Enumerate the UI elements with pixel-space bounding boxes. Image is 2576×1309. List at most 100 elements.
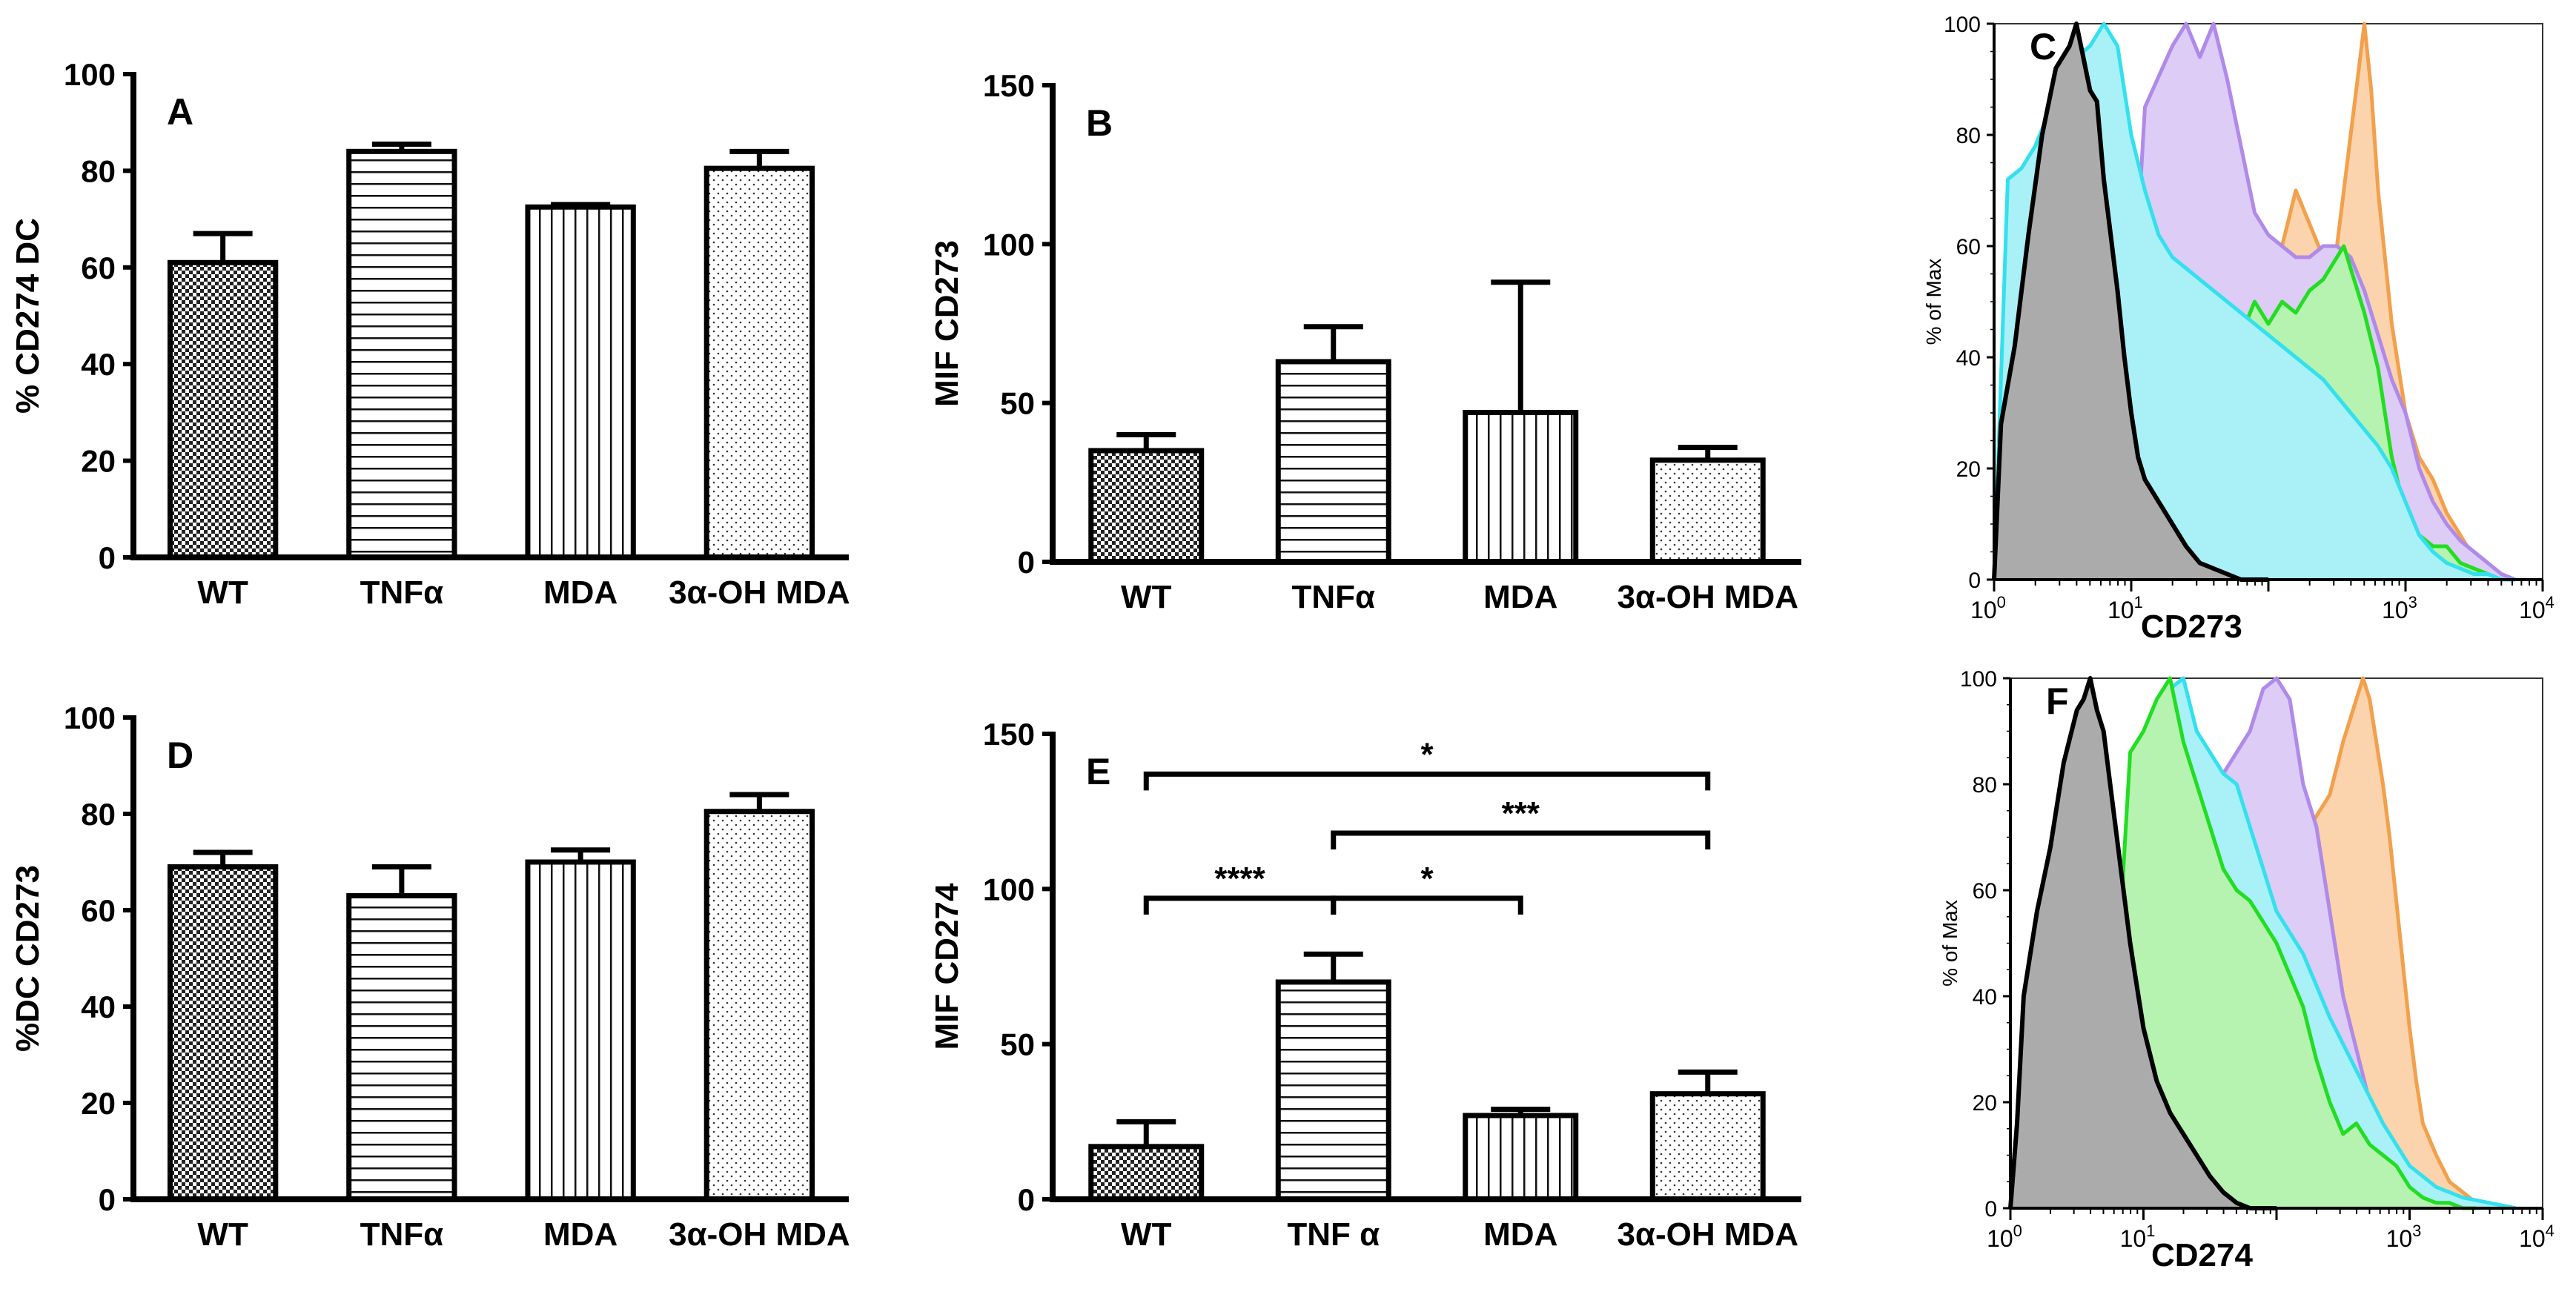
y-tick-label: 20 (81, 444, 116, 479)
significance-bracket (1143, 895, 1337, 915)
y-tick-label: 0 (99, 540, 116, 575)
x-tick-label: WT (1121, 579, 1172, 615)
x-tick-label: MDA (543, 574, 617, 611)
histogram-area (1994, 24, 2268, 580)
panel-label: B (1086, 102, 1113, 144)
bar (1275, 359, 1391, 565)
histogram-area (2010, 678, 2277, 1208)
bar (525, 204, 636, 560)
y-tick-label: 100 (64, 700, 116, 735)
x-tick-label: MDA (1483, 1216, 1557, 1253)
panel-f: 0 20 40 60 80 100 100 101 103 104 F CD274 % of Max (1938, 667, 2555, 1273)
bar (1649, 457, 1766, 565)
x-tick-label: MDA (543, 1216, 617, 1253)
bar (167, 259, 279, 560)
x-tick-label: 101 (2120, 1222, 2156, 1252)
significance-bracket (1143, 771, 1711, 791)
x-axis-label: CD273 (2141, 609, 2242, 645)
y-axis-label: MIF CD274 (929, 883, 965, 1050)
y-tick-label: 0 (1968, 569, 1981, 593)
significance-label: **** (1214, 861, 1265, 897)
bar (703, 809, 815, 1202)
y-tick-label: 100 (64, 57, 116, 92)
y-tick-label: 100 (1944, 13, 1981, 37)
y-tick-label: 40 (81, 347, 116, 382)
y-tick-label: 0 (1984, 1197, 1997, 1222)
y-tick-label: 80 (81, 153, 116, 188)
y-tick-label: 0 (1018, 545, 1035, 580)
y-tick-label: 40 (1973, 985, 1997, 1010)
y-axis-label: MIF CD273 (929, 240, 965, 407)
x-axis-label: CD274 (2151, 1237, 2253, 1273)
x-tick-label: 100 (1987, 1222, 2022, 1252)
x-tick-label: MDA (1483, 579, 1557, 615)
bar (525, 859, 636, 1202)
y-tick-label: 40 (1956, 346, 1981, 371)
panel-label: D (167, 735, 193, 776)
histogram-area (2103, 678, 2477, 1208)
significance-bracket (1331, 895, 1523, 915)
y-tick-label: 40 (81, 990, 116, 1024)
panel-b: B MIF CD273 0 50 100 150 WT TNFα MDA 3α-OH MDA (929, 68, 1801, 615)
bar (167, 864, 279, 1202)
y-tick-label: 60 (81, 251, 116, 285)
x-tick-label: 103 (2382, 593, 2417, 623)
x-tick-label: 3α-OH MDA (1617, 579, 1798, 615)
y-tick-label: 20 (1973, 1091, 1997, 1116)
y-tick-label: 80 (81, 797, 116, 832)
y-tick-label: 150 (983, 68, 1035, 103)
panel-d: D %DC CD273 0 20 40 60 80 100 WT TNFα MDA 3α-OH MDA (10, 700, 850, 1253)
y-tick-label: 20 (81, 1086, 116, 1121)
significance-bracket (1331, 830, 1711, 849)
y-tick-label: 50 (1000, 386, 1035, 421)
x-tick-label: TNFα (1291, 579, 1375, 615)
panel-c: 0 20 40 60 80 100 100 101 103 104 C CD273 % of Max (1922, 13, 2555, 645)
y-tick-label: 80 (1956, 124, 1981, 148)
y-tick-label: 0 (1018, 1182, 1035, 1217)
histogram-line (2115, 676, 2517, 1210)
histogram-line (2008, 676, 2277, 1210)
y-axis-label: %DC CD273 (10, 865, 46, 1052)
significance-label: * (1420, 736, 1434, 772)
y-tick-label: 50 (1000, 1027, 1035, 1062)
y-tick-label: 60 (1956, 235, 1981, 259)
histogram-line (2211, 244, 2515, 582)
y-tick-label: 80 (1973, 773, 1997, 798)
y-axis-label: % of Max (1922, 259, 1945, 345)
y-tick-label: 100 (983, 227, 1035, 262)
bar (1275, 979, 1391, 1202)
panel-label: E (1086, 751, 1110, 792)
y-axis-label: % CD274 DC (10, 218, 46, 414)
bar (703, 165, 815, 560)
histogram-line (2102, 676, 2477, 1210)
x-tick-label: TNF α (1287, 1216, 1380, 1253)
x-tick-label: TNFα (360, 1216, 444, 1253)
panel-label: C (2030, 26, 2056, 67)
bar (1463, 1113, 1579, 1202)
y-tick-label: 60 (81, 893, 116, 928)
y-tick-label: 100 (1960, 667, 1997, 692)
significance-label: * (1420, 861, 1434, 897)
x-tick-label: 101 (2108, 593, 2143, 623)
y-tick-label: 20 (1956, 457, 1981, 482)
x-tick-label: 3α-OH MDA (669, 1216, 850, 1253)
bar (1463, 410, 1579, 565)
x-tick-label: WT (197, 1216, 248, 1253)
y-tick-label: 0 (99, 1182, 116, 1217)
x-tick-label: WT (197, 574, 248, 611)
bar (1088, 448, 1205, 565)
bar (346, 893, 457, 1202)
x-tick-label: 104 (2519, 1222, 2555, 1252)
x-tick-label: 3α-OH MDA (1617, 1216, 1798, 1253)
panel-label: A (167, 91, 193, 133)
x-tick-label: WT (1121, 1216, 1172, 1253)
panel-label: F (2046, 680, 2069, 722)
y-axis-label: % of Max (1938, 900, 1961, 987)
y-tick-label: 60 (1973, 879, 1997, 904)
y-tick-label: 100 (983, 872, 1035, 907)
y-tick-label: 150 (983, 717, 1035, 752)
x-tick-label: 104 (2519, 593, 2555, 623)
histogram-line (1992, 21, 2268, 582)
